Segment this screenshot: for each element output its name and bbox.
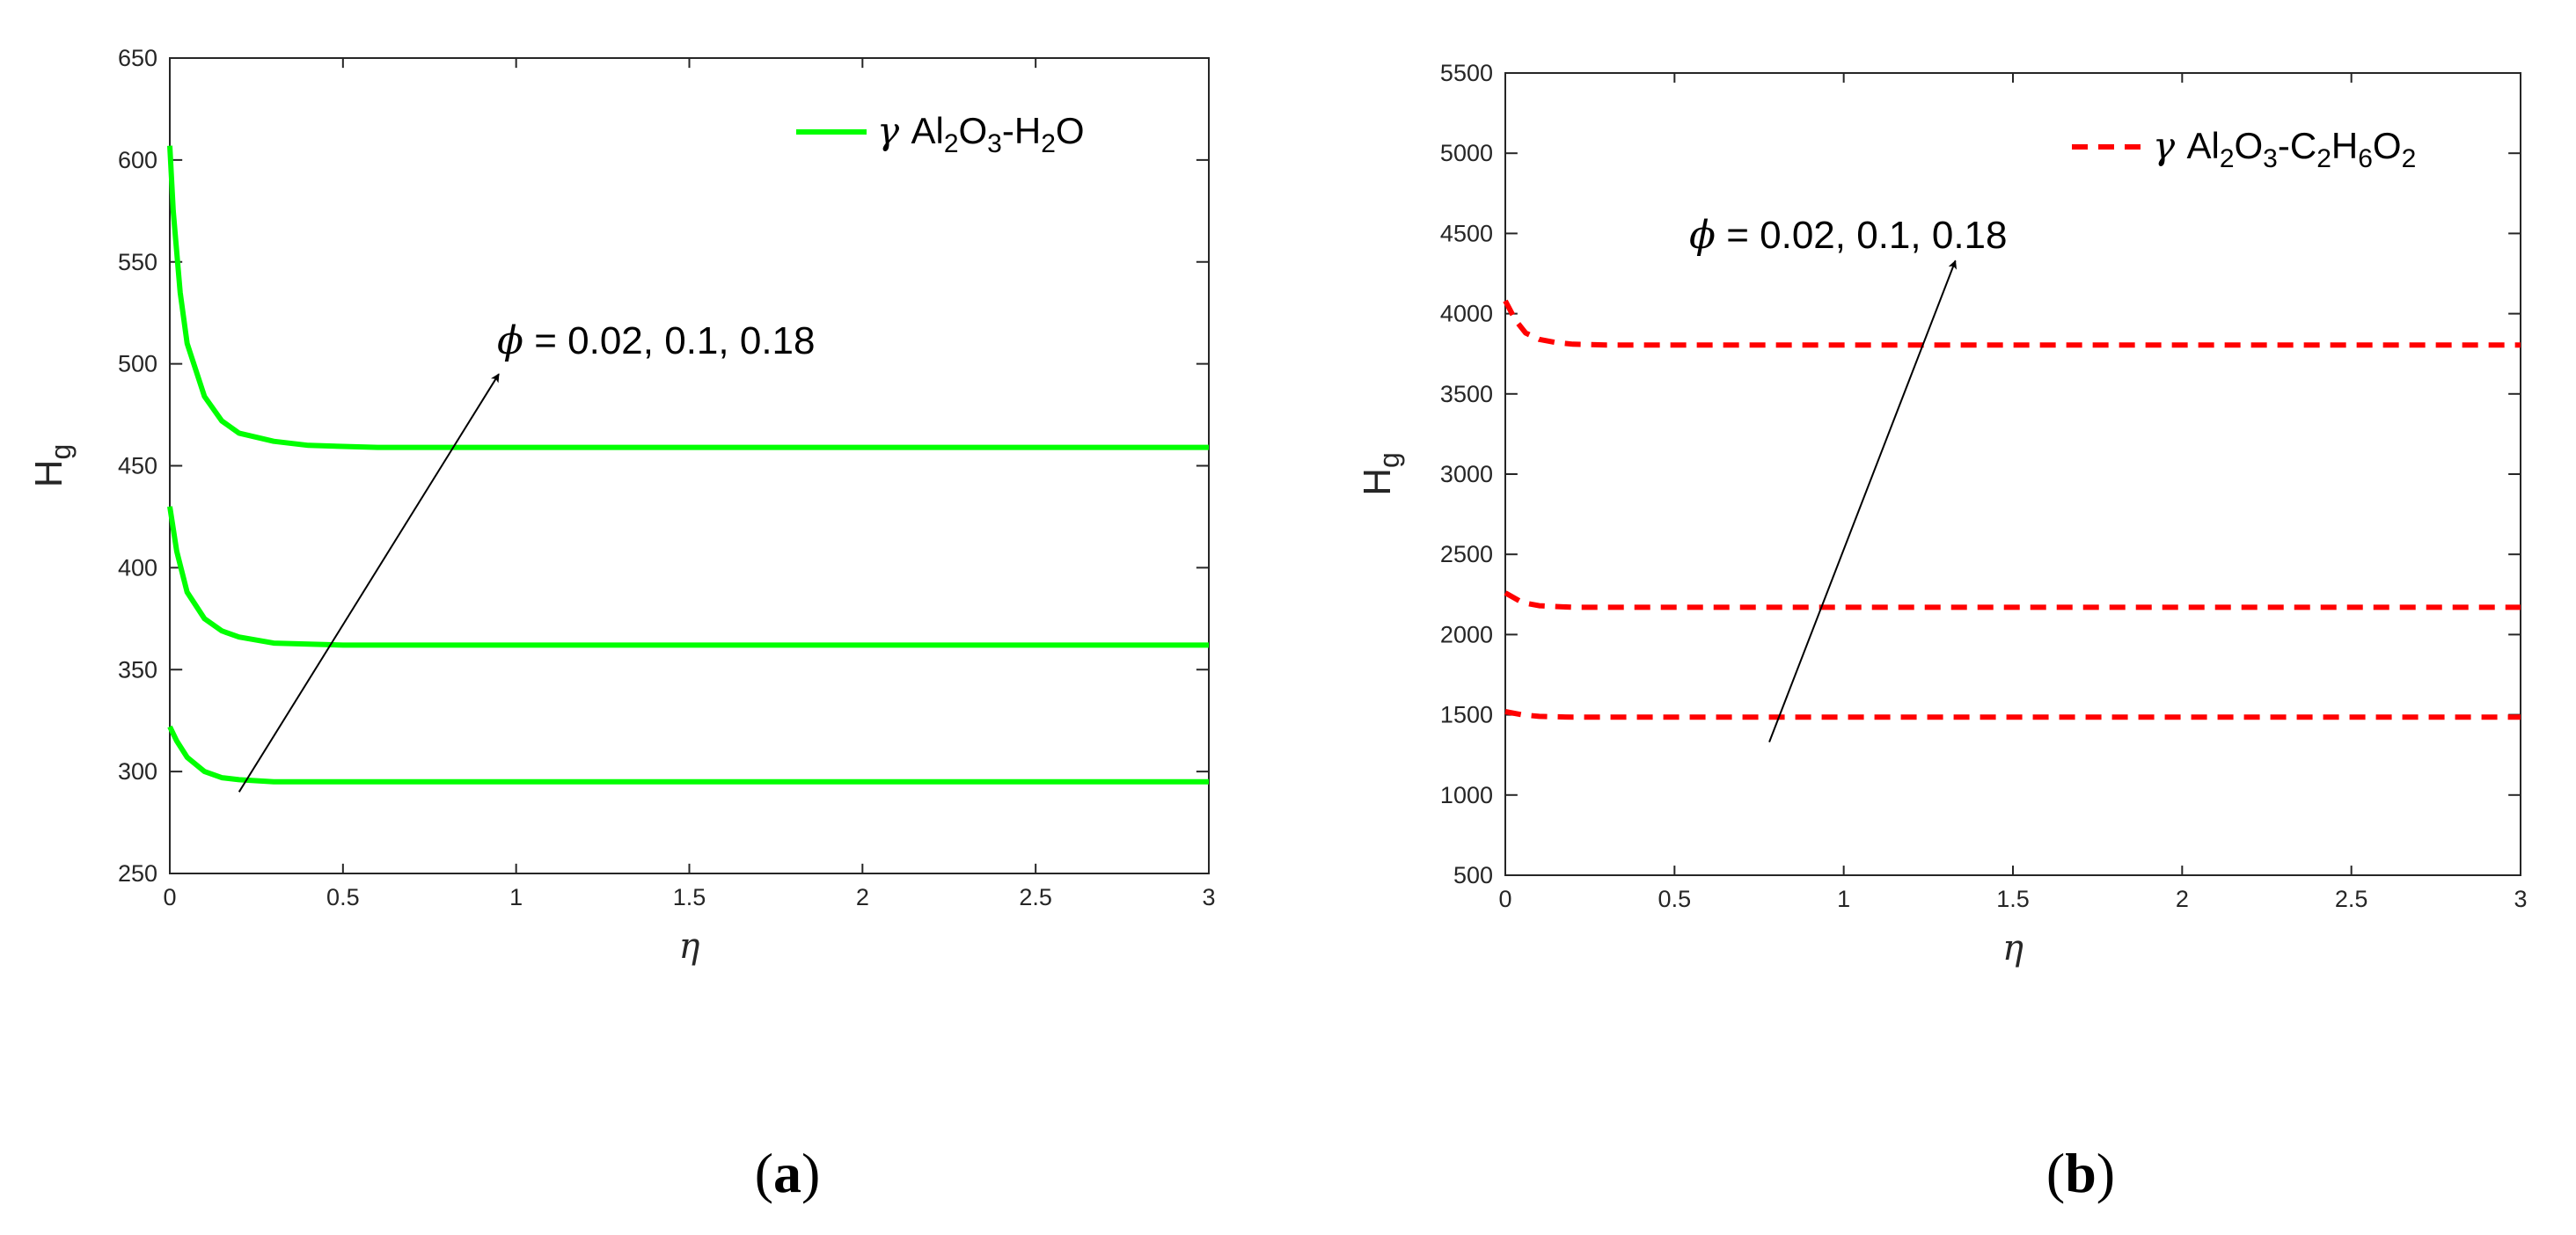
y-tick-label: 5500 bbox=[1440, 60, 1493, 86]
y-tick-label: 1500 bbox=[1440, 702, 1493, 728]
legend-text: O bbox=[1056, 110, 1085, 151]
y-axis-label: Hg bbox=[1356, 452, 1405, 496]
legend: γ Al2O3-C2H6O2 bbox=[2072, 124, 2416, 173]
legend-gamma: γ bbox=[877, 109, 911, 152]
legend-text: O bbox=[2235, 125, 2264, 166]
series-line-phi-0.1 bbox=[167, 506, 1209, 648]
legend-subscript: 3 bbox=[987, 129, 1002, 158]
y-tick-label: 500 bbox=[118, 351, 157, 377]
y-tick-label: 3000 bbox=[1440, 461, 1493, 487]
y-axis-label-main: H bbox=[1356, 468, 1399, 496]
legend-text: O bbox=[2373, 125, 2402, 166]
annotation-values: = 0.02, 0.1, 0.18 bbox=[1716, 214, 2007, 257]
x-tick-label: 1 bbox=[509, 884, 523, 910]
legend-subscript: 2 bbox=[2220, 144, 2235, 173]
legend-gamma: γ bbox=[2153, 124, 2186, 167]
plot-area bbox=[1504, 72, 2521, 876]
x-tick-label: 1 bbox=[1837, 886, 1850, 912]
y-tick-label: 500 bbox=[1453, 862, 1493, 888]
caption-letter: b bbox=[2065, 1142, 2097, 1204]
panel-caption: (a) bbox=[755, 1142, 821, 1204]
legend-subscript: 2 bbox=[944, 129, 959, 158]
legend-entry: γ Al2O3-C2H6O2 bbox=[2153, 124, 2416, 173]
legend-subscript: 2 bbox=[2316, 144, 2331, 173]
series-line-phi-0.18 bbox=[1503, 299, 2521, 348]
plot-area bbox=[169, 57, 1210, 874]
y-axis-label-subscript: g bbox=[45, 444, 77, 460]
x-tick-label: 2 bbox=[2176, 886, 2189, 912]
annotation-values: = 0.02, 0.1, 0.18 bbox=[523, 319, 815, 362]
y-tick-label: 4500 bbox=[1440, 220, 1493, 246]
x-tick-label: 2.5 bbox=[2335, 886, 2368, 912]
caption-letter: a bbox=[773, 1142, 801, 1204]
caption-open: ( bbox=[755, 1142, 773, 1204]
x-axis-label: η bbox=[2002, 928, 2023, 968]
legend-subscript: 3 bbox=[2263, 144, 2278, 173]
legend: γ Al2O3-H2O bbox=[796, 109, 1085, 158]
series-line-phi-0.02 bbox=[1504, 709, 2521, 720]
legend-subscript: 2 bbox=[1041, 129, 1056, 158]
chart-panel-b: 0 0.5 1 1.5 2 2.5 3500100015002000250030003500… bbox=[1356, 60, 2528, 1204]
legend-subscript: 6 bbox=[2358, 144, 2373, 173]
legend-text: -H bbox=[1002, 110, 1041, 151]
panel-caption: (b) bbox=[2046, 1142, 2115, 1204]
x-tick-label: 3 bbox=[2514, 886, 2527, 912]
x-tick-label: 0.5 bbox=[1658, 886, 1692, 912]
legend-text: Al bbox=[2186, 125, 2219, 166]
legend-entry: γ Al2O3-H2O bbox=[877, 109, 1085, 158]
y-axis-label: Hg bbox=[27, 444, 77, 488]
y-tick-label: 5000 bbox=[1440, 140, 1493, 166]
y-axis-label-main: H bbox=[27, 460, 70, 488]
series-line-phi-0.18 bbox=[167, 145, 1209, 450]
x-axis-label: η bbox=[679, 926, 700, 967]
y-tick-label: 550 bbox=[118, 249, 157, 275]
y-tick-label: 650 bbox=[118, 45, 157, 71]
legend-text: O bbox=[959, 110, 988, 151]
phi-symbol: ϕ bbox=[1689, 213, 1716, 258]
y-tick-label: 300 bbox=[118, 758, 157, 785]
y-tick-label: 400 bbox=[118, 554, 157, 581]
x-tick-label: 1.5 bbox=[673, 884, 706, 910]
annotation-label: ϕ = 0.02, 0.1, 0.18 bbox=[1689, 213, 2007, 258]
legend-text: -C bbox=[2278, 125, 2316, 166]
y-tick-label: 350 bbox=[118, 656, 157, 683]
phi-symbol: ϕ bbox=[497, 318, 523, 363]
annotation-arrow bbox=[1768, 259, 1958, 742]
y-tick-label: 250 bbox=[118, 860, 157, 887]
legend-text: Al bbox=[911, 110, 943, 151]
x-tick-label: 0.5 bbox=[326, 884, 360, 910]
x-tick-label: 2.5 bbox=[1019, 884, 1052, 910]
series-line-phi-0.1 bbox=[1504, 590, 2521, 610]
series-line-phi-0.02 bbox=[167, 725, 1209, 785]
y-tick-label: 2500 bbox=[1440, 541, 1493, 567]
y-tick-label: 2000 bbox=[1440, 621, 1493, 647]
annotation-arrow bbox=[238, 373, 500, 793]
legend-subscript: 2 bbox=[2402, 144, 2417, 173]
y-tick-label: 1000 bbox=[1440, 782, 1493, 808]
caption-close: ) bbox=[801, 1142, 820, 1204]
legend-text: H bbox=[2331, 125, 2358, 166]
x-tick-label: 0 bbox=[163, 884, 176, 910]
chart-panel-a: 0 0.5 1 1.5 2 2.5 3 250 300 350 400 450 500 550 600 650… bbox=[27, 45, 1216, 1204]
x-tick-label: 0 bbox=[1498, 886, 1511, 912]
x-tick-label: 3 bbox=[1202, 884, 1215, 910]
x-tick-label: 1.5 bbox=[1996, 886, 2030, 912]
x-tick-label: 2 bbox=[856, 884, 869, 910]
y-axis-label-subscript: g bbox=[1373, 452, 1405, 468]
y-tick-label: 3500 bbox=[1440, 381, 1493, 407]
caption-open: ( bbox=[2046, 1142, 2065, 1204]
annotation-label: ϕ = 0.02, 0.1, 0.18 bbox=[497, 318, 815, 363]
caption-close: ) bbox=[2097, 1142, 2115, 1204]
y-tick-label: 450 bbox=[118, 453, 157, 479]
y-tick-label: 600 bbox=[118, 147, 157, 173]
y-tick-label: 4000 bbox=[1440, 301, 1493, 327]
